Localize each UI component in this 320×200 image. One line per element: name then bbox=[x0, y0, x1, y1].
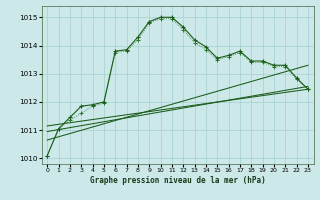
X-axis label: Graphe pression niveau de la mer (hPa): Graphe pression niveau de la mer (hPa) bbox=[90, 176, 266, 185]
